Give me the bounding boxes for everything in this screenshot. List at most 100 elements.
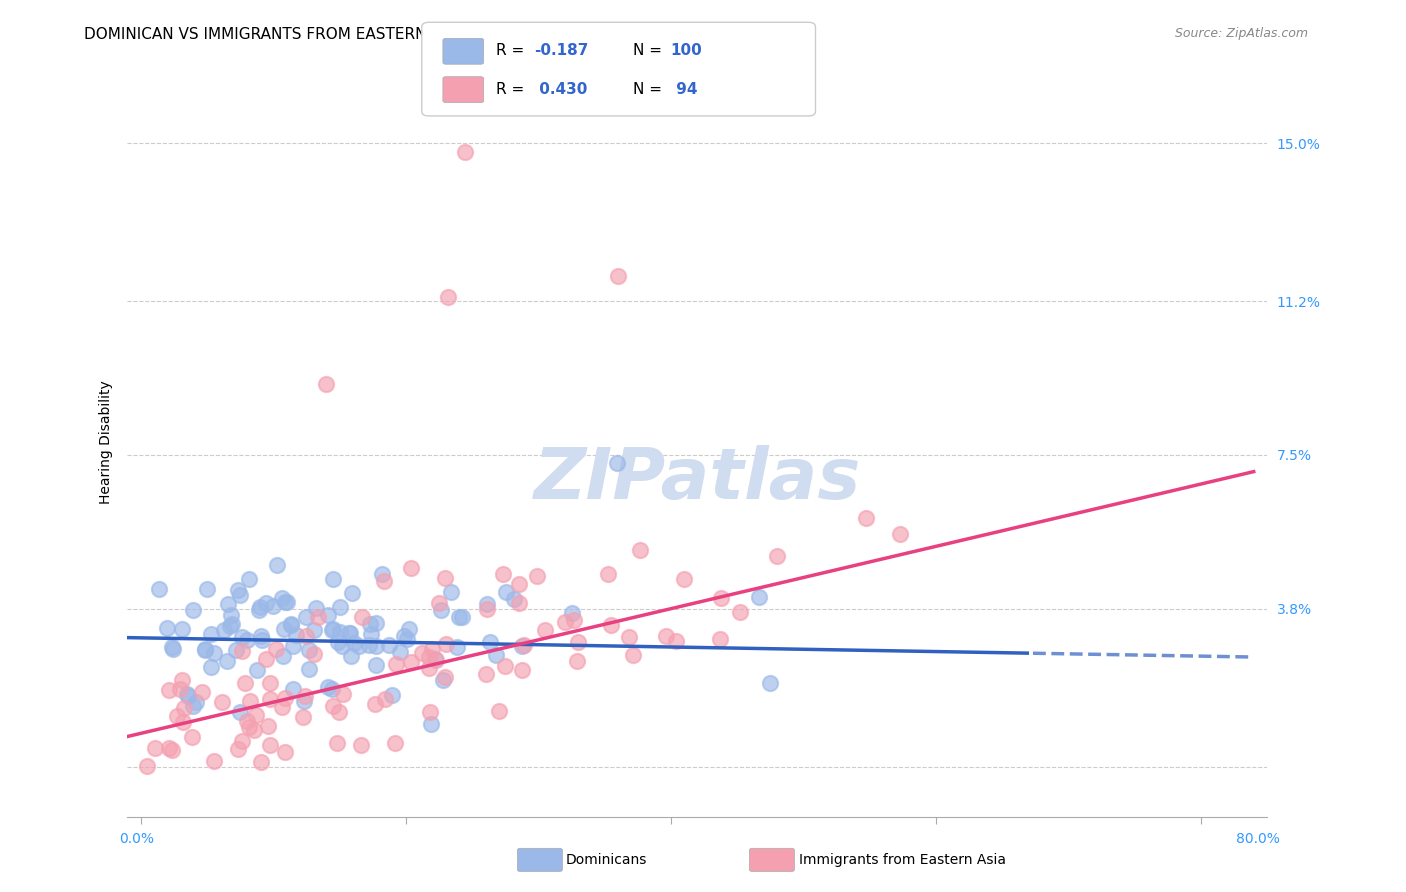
- Y-axis label: Hearing Disability: Hearing Disability: [100, 381, 114, 504]
- Point: [170, 673, 193, 687]
- Point: [488, 704, 510, 718]
- Point: [162, 742, 184, 756]
- Point: [233, 676, 256, 690]
- Point: [249, 600, 271, 615]
- Point: [510, 663, 533, 677]
- Text: Immigrants from Eastern Asia: Immigrants from Eastern Asia: [799, 853, 1005, 867]
- Text: N =: N =: [633, 82, 666, 96]
- Point: [419, 705, 441, 719]
- Point: [728, 605, 751, 619]
- Point: [562, 613, 585, 627]
- Point: [169, 682, 191, 697]
- Text: Dominicans: Dominicans: [565, 853, 647, 867]
- Point: [276, 595, 298, 609]
- Point: [217, 655, 239, 669]
- Point: [449, 610, 471, 624]
- Point: [347, 639, 370, 653]
- Point: [526, 569, 548, 583]
- Point: [242, 723, 264, 737]
- Point: [266, 558, 288, 572]
- Point: [339, 626, 361, 640]
- Point: [508, 577, 530, 591]
- Point: [371, 566, 394, 581]
- Point: [399, 655, 422, 669]
- Point: [225, 642, 247, 657]
- Point: [270, 591, 292, 605]
- Point: [259, 738, 281, 752]
- Point: [554, 615, 576, 629]
- Point: [474, 666, 496, 681]
- Point: [513, 638, 536, 652]
- Point: [364, 697, 387, 711]
- Point: [291, 710, 314, 724]
- Point: [273, 691, 295, 706]
- Point: [628, 543, 651, 558]
- Point: [475, 602, 498, 616]
- Point: [308, 610, 330, 624]
- Point: [274, 595, 297, 609]
- Point: [316, 680, 339, 694]
- Point: [271, 649, 294, 664]
- Point: [238, 720, 260, 734]
- Text: 80.0%: 80.0%: [1236, 832, 1279, 846]
- Point: [623, 648, 645, 662]
- Point: [561, 606, 583, 620]
- Point: [239, 694, 262, 708]
- Point: [420, 717, 443, 731]
- Point: [231, 630, 253, 644]
- Point: [395, 632, 418, 647]
- Point: [411, 646, 433, 660]
- Point: [429, 603, 451, 617]
- Text: 94: 94: [671, 82, 697, 96]
- Point: [181, 602, 204, 616]
- Point: [619, 630, 641, 644]
- Text: R =: R =: [496, 44, 530, 58]
- Point: [503, 592, 526, 607]
- Point: [273, 623, 295, 637]
- Point: [157, 741, 180, 756]
- Point: [294, 610, 316, 624]
- Point: [262, 599, 284, 613]
- Point: [321, 682, 343, 697]
- Point: [665, 633, 688, 648]
- Point: [280, 618, 302, 632]
- Point: [606, 456, 628, 470]
- Point: [250, 633, 273, 648]
- Point: [422, 641, 444, 656]
- Point: [304, 624, 326, 638]
- Point: [398, 622, 420, 636]
- Point: [478, 635, 501, 649]
- Point: [433, 670, 456, 684]
- Point: [328, 706, 350, 720]
- Point: [295, 629, 318, 643]
- Point: [381, 689, 404, 703]
- Point: [709, 632, 731, 646]
- Point: [294, 689, 316, 703]
- Point: [304, 601, 326, 615]
- Point: [600, 617, 623, 632]
- Point: [425, 653, 447, 667]
- Point: [221, 616, 243, 631]
- Point: [181, 731, 204, 745]
- Point: [271, 700, 294, 714]
- Point: [423, 652, 446, 666]
- Point: [259, 692, 281, 706]
- Point: [328, 634, 350, 648]
- Point: [332, 639, 354, 653]
- Text: Source: ZipAtlas.com: Source: ZipAtlas.com: [1174, 27, 1308, 40]
- Point: [342, 586, 364, 600]
- Point: [606, 269, 628, 284]
- Point: [325, 736, 347, 750]
- Point: [475, 597, 498, 611]
- Point: [418, 650, 440, 665]
- Point: [766, 549, 789, 563]
- Point: [173, 700, 195, 714]
- Text: N =: N =: [633, 44, 666, 58]
- Point: [190, 684, 212, 698]
- Point: [200, 659, 222, 673]
- Point: [343, 636, 366, 650]
- Text: ZIPatlas: ZIPatlas: [533, 445, 860, 515]
- Point: [283, 681, 305, 696]
- Point: [366, 657, 388, 672]
- Point: [321, 623, 343, 637]
